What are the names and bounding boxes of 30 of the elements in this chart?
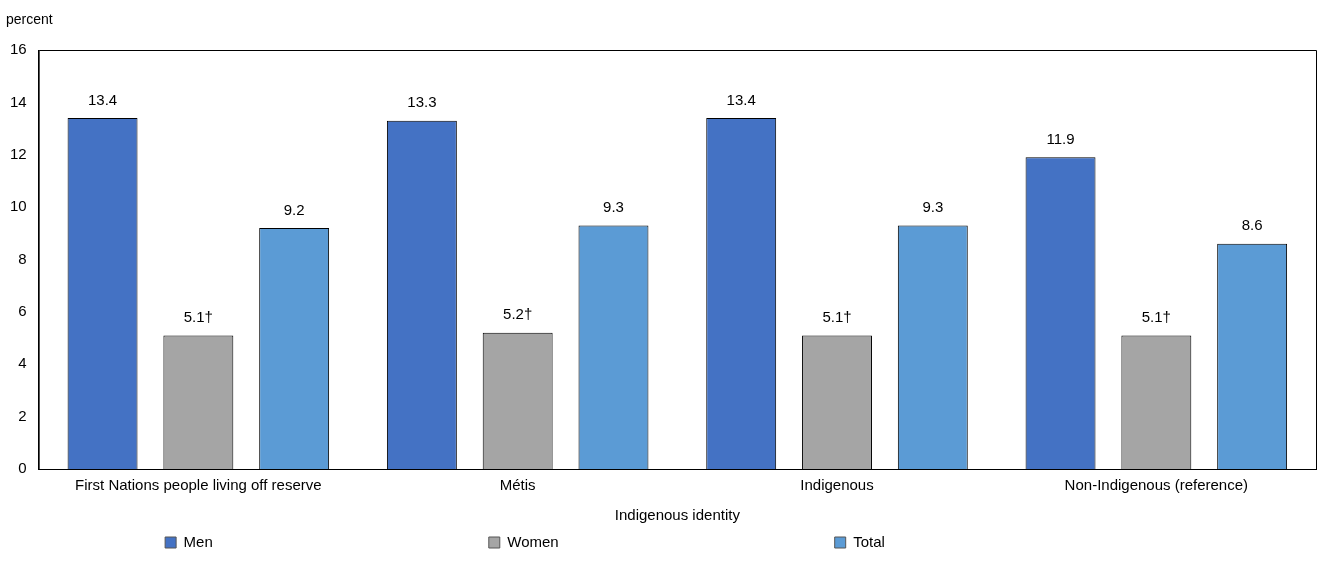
x-tick-label: First Nations people living off reserve: [75, 476, 322, 494]
legend-label: Men: [183, 532, 483, 550]
y-tick-label: 4: [18, 354, 27, 372]
y-axis-title: percent: [6, 10, 53, 27]
data-label: 9.3: [603, 198, 624, 216]
data-label: 13.3: [407, 93, 437, 111]
x-tick-label: Métis: [499, 476, 536, 494]
data-label: 13.4: [87, 90, 118, 108]
y-tick-label: 6: [18, 302, 27, 320]
data-label: 5.1†: [822, 308, 852, 326]
x-tick-label: Indigenous: [800, 476, 874, 494]
data-label: 5.2†: [503, 305, 533, 323]
y-tick-label: 12: [10, 144, 27, 162]
y-tick-label: 16: [10, 40, 27, 58]
data-label: 9.3: [922, 198, 944, 216]
x-axis-title: Indigenous identity: [614, 506, 741, 524]
y-tick-label: 14: [10, 92, 27, 110]
y-tick-label: 10: [10, 197, 27, 215]
data-label: 5.1†: [1141, 308, 1171, 326]
y-tick-label: 8: [18, 249, 27, 267]
legend-label: Total: [853, 532, 1155, 550]
data-label: 13.4: [726, 90, 756, 108]
data-label: 11.9: [1046, 130, 1075, 148]
data-label: 5.1†: [183, 308, 213, 326]
x-tick-label: Non-Indigenous (reference): [1064, 476, 1249, 494]
data-label: 9.2: [283, 200, 305, 218]
legend-label: Women: [507, 532, 829, 550]
data-label: 8.6: [1241, 216, 1263, 234]
y-tick-label: 0: [18, 459, 27, 477]
y-tick-label: 2: [18, 406, 27, 424]
